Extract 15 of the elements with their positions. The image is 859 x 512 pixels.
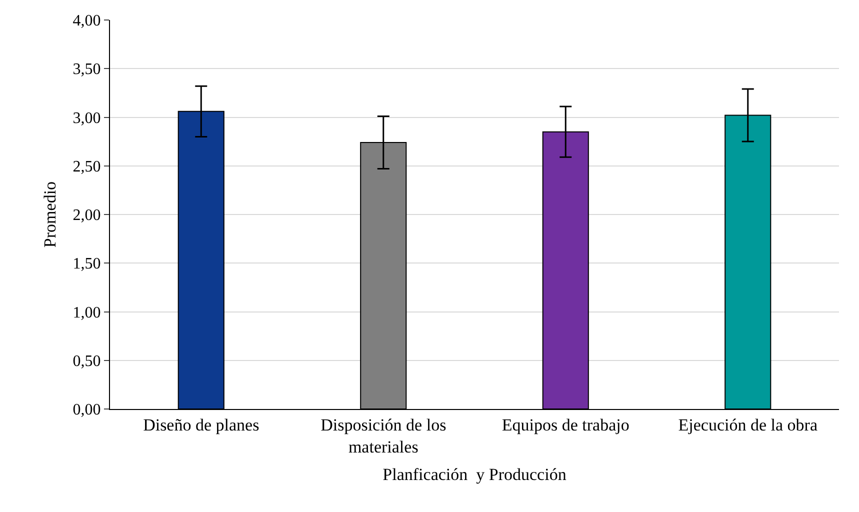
y-tick-label: 0,00 — [72, 402, 101, 419]
x-tick-label: Equipos de trabajo — [502, 415, 630, 434]
y-tick-label: 0,50 — [72, 352, 101, 370]
y-tick-label: 3,00 — [72, 110, 101, 127]
y-tick-label: 1,00 — [72, 304, 101, 322]
y-axis-title: Promedio — [40, 181, 60, 248]
y-tick-label: 2,50 — [72, 158, 101, 176]
x-tick-label: Disposición de los materiales — [320, 415, 446, 456]
y-tick-label: 3,50 — [72, 61, 101, 78]
y-tick-label: 4,00 — [72, 12, 101, 30]
y-tick-label: 1,50 — [72, 256, 101, 273]
x-axis-title: Planficación y Producción — [382, 464, 567, 484]
x-tick-label: Ejecución de la obra — [678, 415, 818, 434]
y-tick-label: 2,00 — [72, 207, 101, 224]
x-tick-label: Diseño de planes — [143, 415, 260, 434]
